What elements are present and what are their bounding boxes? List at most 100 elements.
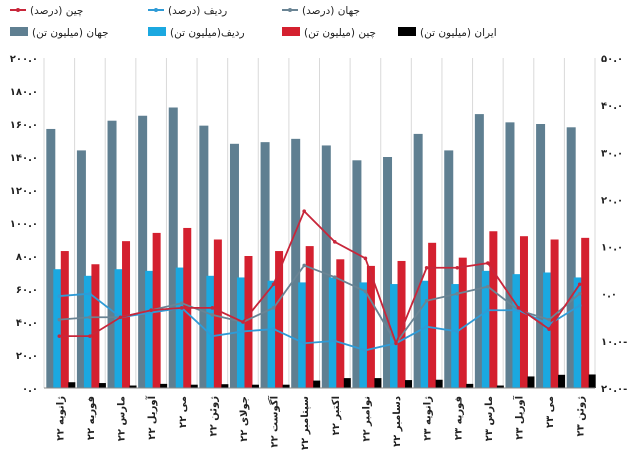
bar	[298, 282, 308, 388]
category-label: مارس ۲۲	[117, 396, 128, 441]
bar	[383, 157, 393, 388]
line-point	[333, 339, 337, 343]
bar	[390, 284, 400, 388]
bar	[458, 257, 467, 388]
legend-bar-swatch	[10, 27, 28, 36]
bar	[114, 269, 124, 388]
line-point	[394, 341, 398, 346]
bar	[53, 269, 63, 388]
bar	[359, 282, 369, 388]
line-point	[577, 303, 582, 308]
left-tick-label: ۶۰.۰	[16, 285, 38, 296]
line-point	[241, 329, 245, 334]
category-label: نوامبر ۲۲	[361, 396, 372, 442]
line-point	[363, 256, 368, 261]
bar	[267, 280, 277, 388]
line-point	[516, 306, 521, 310]
right-tick-label: ۵۰.۰	[601, 54, 623, 65]
right-tick-label: ۴۰.۰	[601, 101, 623, 112]
legend-line-marker	[16, 8, 20, 12]
category-label: آوریل ۲۳	[512, 395, 525, 439]
bar	[291, 138, 301, 388]
category-label: می ۲۳	[545, 396, 556, 428]
line-point	[455, 265, 460, 270]
right-tick-label: ۲۰.۰	[601, 195, 623, 206]
line-point	[118, 315, 123, 320]
bar	[83, 275, 93, 388]
bar	[336, 259, 345, 388]
bar	[558, 374, 566, 388]
bar	[428, 242, 437, 388]
line-point	[271, 306, 276, 310]
bar	[397, 260, 406, 388]
line-point	[302, 341, 306, 346]
line-point	[88, 334, 92, 338]
category-label: دسامبر ۲۲	[392, 396, 403, 447]
bar	[343, 378, 351, 388]
line-point	[88, 291, 92, 296]
bar	[160, 383, 168, 388]
category-label: ژانویه ۲۲	[55, 396, 66, 441]
line-point	[424, 324, 429, 329]
line-point	[547, 317, 551, 322]
bar	[451, 284, 461, 388]
bar	[573, 277, 583, 388]
left-tick-label: ۴۰.۰	[16, 318, 38, 329]
line-point	[302, 209, 306, 214]
line-point	[57, 294, 62, 298]
right-tick-label: ۱۰.۰-	[601, 337, 627, 348]
bar	[512, 274, 522, 388]
line-point	[455, 329, 460, 334]
bar	[68, 382, 76, 388]
legend-bar-swatch	[148, 27, 166, 36]
left-tick-label: ۱۰۰.۰	[10, 219, 38, 230]
line-point	[333, 240, 337, 244]
bar	[374, 378, 382, 388]
bar	[496, 385, 504, 388]
line-point	[547, 322, 551, 327]
right-tick-label: ۱۰.۰	[601, 243, 623, 254]
bar	[405, 380, 413, 388]
right-tick-label: ۳۰.۰	[601, 148, 623, 159]
legend-bar-swatch	[398, 27, 416, 36]
category-label: اکتبر ۲۲	[331, 396, 342, 435]
bar	[444, 150, 454, 388]
bar	[145, 270, 155, 388]
bar	[251, 384, 259, 388]
bar	[244, 256, 253, 388]
line-point	[486, 284, 490, 289]
bar	[91, 264, 100, 388]
line-point	[149, 308, 153, 313]
bar	[76, 150, 86, 388]
bar	[190, 384, 198, 388]
bar	[206, 275, 216, 388]
bar	[46, 128, 56, 388]
bar	[581, 237, 590, 388]
left-tick-label: ۸۰.۰	[16, 252, 38, 263]
bar	[505, 122, 515, 388]
legend-label: جهان (میلیون تن)	[32, 27, 109, 39]
bar	[213, 239, 222, 388]
left-tick-label: ۱۴۰.۰	[10, 153, 38, 164]
line-point	[88, 315, 92, 320]
bar	[481, 270, 491, 388]
bar	[305, 246, 314, 388]
bar	[221, 384, 229, 388]
category-label: سپتامبر ۲۲	[300, 396, 311, 450]
line-point	[271, 282, 276, 287]
line-point	[210, 313, 215, 317]
category-label: آوریل ۲۲	[145, 395, 158, 439]
category-label: می ۲۲	[178, 396, 189, 428]
bar	[175, 267, 185, 388]
bar	[420, 280, 430, 388]
legend-line-marker	[288, 8, 292, 12]
legend-label: چین (میلیون تن)	[304, 27, 376, 39]
line-point	[363, 289, 368, 294]
bar	[168, 107, 178, 388]
legend-label: چین (درصد)	[30, 5, 83, 17]
bar	[199, 125, 209, 389]
line-point	[455, 291, 460, 296]
line-point	[57, 317, 62, 322]
line-point	[486, 261, 490, 265]
